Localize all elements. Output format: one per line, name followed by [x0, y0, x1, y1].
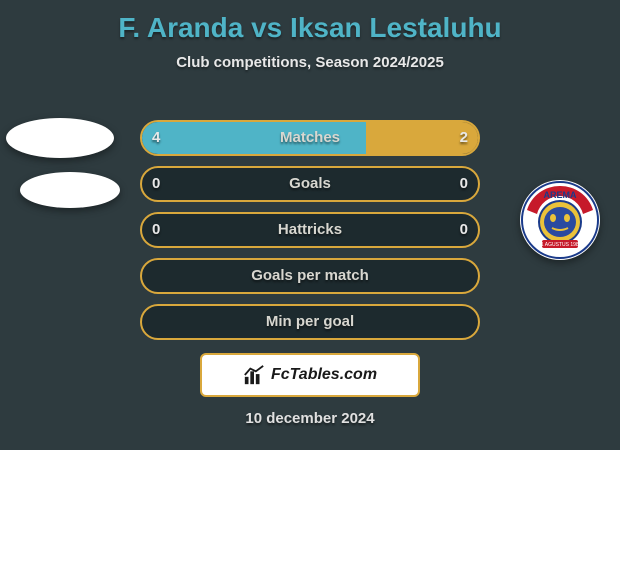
page-title: F. Aranda vs Iksan Lestaluhu	[0, 0, 620, 44]
stat-row: Matches42	[0, 120, 620, 156]
stat-row: Goals00	[0, 166, 620, 202]
comparison-infographic: F. Aranda vs Iksan Lestaluhu Club compet…	[0, 0, 620, 450]
fctables-badge[interactable]: FcTables.com	[200, 353, 420, 397]
stat-bar-bg	[140, 258, 480, 294]
stat-bar-left	[142, 122, 366, 154]
stat-value-right: 0	[460, 166, 468, 202]
date-text: 10 december 2024	[0, 410, 620, 427]
stat-bar-bg	[140, 166, 480, 202]
stat-bar-bg	[140, 120, 480, 156]
stat-bar-bg	[140, 304, 480, 340]
stat-value-right: 2	[460, 120, 468, 156]
stat-bar-bg	[140, 212, 480, 248]
chart-icon	[243, 364, 265, 386]
stat-rows: Matches42Goals00Hattricks00Goals per mat…	[0, 120, 620, 350]
stat-value-left: 4	[152, 120, 160, 156]
stat-value-left: 0	[152, 166, 160, 202]
stat-row: Min per goal	[0, 304, 620, 340]
subtitle: Club competitions, Season 2024/2025	[0, 54, 620, 71]
stat-row: Goals per match	[0, 258, 620, 294]
stat-row: Hattricks00	[0, 212, 620, 248]
stat-value-right: 0	[460, 212, 468, 248]
stat-value-left: 0	[152, 212, 160, 248]
branding-text: FcTables.com	[271, 366, 377, 384]
